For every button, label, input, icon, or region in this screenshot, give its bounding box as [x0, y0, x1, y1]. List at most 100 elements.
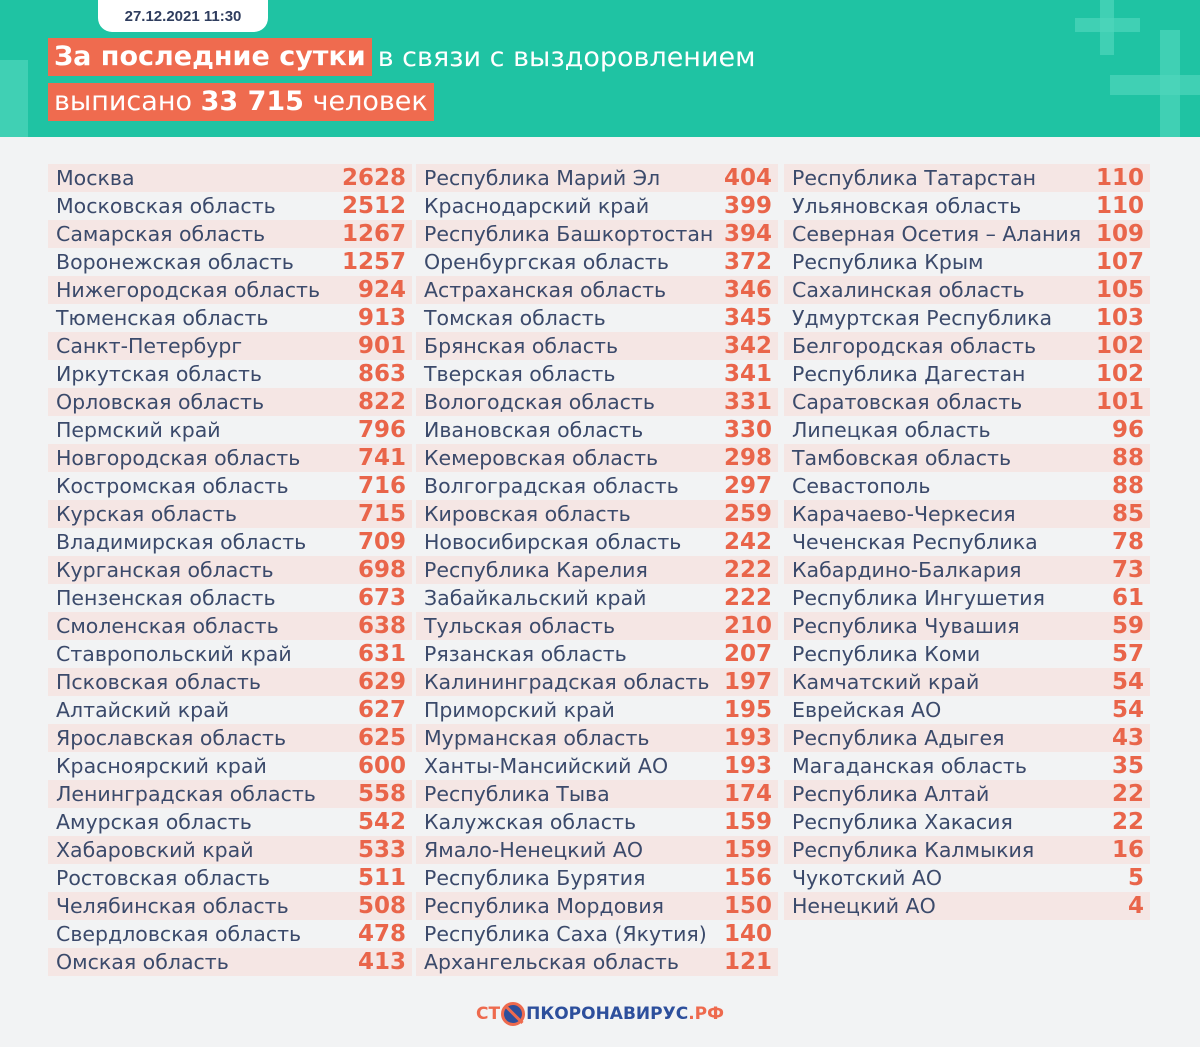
region-value: 159: [723, 837, 772, 863]
region-name: Ханты-Мансийский АО: [424, 754, 669, 778]
region-value: 22: [1111, 781, 1144, 807]
region-name: Рязанская область: [424, 642, 627, 666]
region-row: Пензенская область 673: [48, 584, 412, 612]
region-row: Челябинская область 508: [48, 892, 412, 920]
region-value: 207: [723, 641, 772, 667]
region-row: Удмуртская Республика 103: [784, 304, 1150, 332]
region-row: Курская область 715: [48, 500, 412, 528]
region-name: Ростовская область: [56, 866, 270, 890]
region-value: 511: [357, 865, 406, 891]
region-name: Камчатский край: [792, 670, 980, 694]
region-value: 222: [723, 557, 772, 583]
region-row: Архангельская область 121: [416, 948, 778, 976]
region-column-2: Республика Марий Эл 404 Краснодарский край…: [416, 164, 778, 976]
region-row: Севастополь 88: [784, 472, 1150, 500]
region-row: Самарская область 1267: [48, 220, 412, 248]
region-value: 88: [1111, 473, 1144, 499]
region-row: Санкт-Петербург 901: [48, 332, 412, 360]
region-row: Московская область 2512: [48, 192, 412, 220]
region-name: Пермский край: [56, 418, 221, 442]
region-name: Чеченская Республика: [792, 530, 1038, 554]
logo-pre: СТ: [476, 1004, 501, 1024]
region-name: Сахалинская область: [792, 278, 1025, 302]
region-row: Республика Татарстан 110: [784, 164, 1150, 192]
region-value: 399: [723, 193, 772, 219]
region-name: Ленинградская область: [56, 782, 316, 806]
region-name: Ямало-Ненецкий АО: [424, 838, 644, 862]
region-name: Республика Татарстан: [792, 166, 1037, 190]
region-name: Томская область: [424, 306, 606, 330]
headline-highlight: За последние сутки: [48, 38, 372, 76]
region-column-3: Республика Татарстан 110 Ульяновская облас…: [784, 164, 1150, 920]
region-name: Ставропольский край: [56, 642, 292, 666]
region-row: Республика Тыва 174: [416, 780, 778, 808]
region-row: Омская область 413: [48, 948, 412, 976]
region-value: 1267: [341, 221, 406, 247]
region-name: Брянская область: [424, 334, 619, 358]
region-row: Калининградская область 197: [416, 668, 778, 696]
region-value: 394: [723, 221, 772, 247]
region-name: Липецкая область: [792, 418, 991, 442]
region-row: Республика Саха (Якутия) 140: [416, 920, 778, 948]
region-row: Магаданская область 35: [784, 752, 1150, 780]
region-value: 193: [723, 753, 772, 779]
region-row: Вологодская область 331: [416, 388, 778, 416]
region-name: Удмуртская Республика: [792, 306, 1053, 330]
region-row: Москва 2628: [48, 164, 412, 192]
region-value: 193: [723, 725, 772, 751]
region-row: Камчатский край 54: [784, 668, 1150, 696]
region-row: Новгородская область 741: [48, 444, 412, 472]
region-name: Республика Крым: [792, 250, 984, 274]
logo-post: ПКОРОНАВИРУС: [526, 1004, 689, 1024]
region-value: 105: [1095, 277, 1144, 303]
region-value: 741: [357, 445, 406, 471]
region-name: Республика Мордовия: [424, 894, 665, 918]
region-row: Свердловская область 478: [48, 920, 412, 948]
region-value: 298: [723, 445, 772, 471]
region-value: 59: [1111, 613, 1144, 639]
region-name: Псковская область: [56, 670, 261, 694]
region-row: Кемеровская область 298: [416, 444, 778, 472]
region-name: Ярославская область: [56, 726, 287, 750]
region-row: Калужская область 159: [416, 808, 778, 836]
region-name: Краснодарский край: [424, 194, 650, 218]
region-row: Республика Карелия 222: [416, 556, 778, 584]
region-row: Ненецкий АО 4: [784, 892, 1150, 920]
region-row: Северная Осетия – Алания 109: [784, 220, 1150, 248]
region-name: Еврейская АО: [792, 698, 942, 722]
region-row: Сахалинская область 105: [784, 276, 1150, 304]
region-name: Москва: [56, 166, 135, 190]
region-value: 629: [357, 669, 406, 695]
region-value: 156: [723, 865, 772, 891]
region-row: Республика Алтай 22: [784, 780, 1150, 808]
region-row: Волгоградская область 297: [416, 472, 778, 500]
region-value: 78: [1111, 529, 1144, 555]
region-name: Хабаровский край: [56, 838, 254, 862]
region-name: Карачаево-Черкесия: [792, 502, 1016, 526]
region-value: 372: [723, 249, 772, 275]
region-name: Орловская область: [56, 390, 265, 414]
region-value: 259: [723, 501, 772, 527]
region-value: 330: [723, 417, 772, 443]
region-name: Новосибирская область: [424, 530, 682, 554]
region-row: Республика Чувашия 59: [784, 612, 1150, 640]
region-name: Костромская область: [56, 474, 289, 498]
region-row: Псковская область 629: [48, 668, 412, 696]
region-row: Мурманская область 193: [416, 724, 778, 752]
region-name: Ульяновская область: [792, 194, 1022, 218]
region-row: Брянская область 342: [416, 332, 778, 360]
total-post: человек: [312, 86, 428, 117]
region-value: 716: [357, 473, 406, 499]
region-value: 102: [1095, 333, 1144, 359]
region-value: 924: [357, 277, 406, 303]
region-row: Липецкая область 96: [784, 416, 1150, 444]
region-value: 22: [1111, 809, 1144, 835]
region-name: Республика Алтай: [792, 782, 990, 806]
region-row: Тверская область 341: [416, 360, 778, 388]
region-name: Алтайский край: [56, 698, 230, 722]
region-name: Архангельская область: [424, 950, 679, 974]
region-name: Саратовская область: [792, 390, 1023, 414]
region-value: 631: [357, 641, 406, 667]
region-name: Республика Калмыкия: [792, 838, 1035, 862]
region-value: 627: [357, 697, 406, 723]
